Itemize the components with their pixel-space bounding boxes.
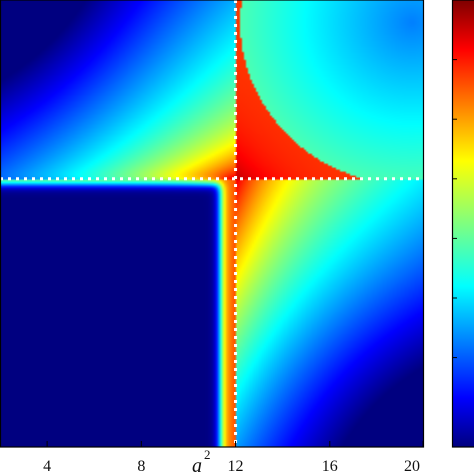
colorbar	[451, 0, 474, 448]
colorbar-gradient	[452, 0, 474, 447]
x-axis-ticks: 4 8 12 16 20	[43, 441, 424, 474]
x-tick-label: 20	[404, 458, 420, 474]
plot-frame	[0, 0, 425, 448]
x-axis-label: a 2	[192, 447, 211, 474]
reference-lines	[0, 0, 424, 447]
x-axis-label-text: a	[192, 455, 202, 474]
heatmap-plot-area: 4 8 12 16 20	[0, 0, 425, 474]
heatmap-image	[0, 0, 424, 447]
x-tick-label: 8	[137, 458, 145, 474]
x-tick-label: 4	[43, 458, 51, 474]
x-tick-label: 12	[228, 458, 244, 474]
colorbar-frame	[451, 0, 474, 448]
colorbar-ticks	[452, 59, 457, 359]
x-axis-label-superscript: 2	[204, 447, 211, 462]
x-tick-label: 16	[322, 458, 338, 474]
